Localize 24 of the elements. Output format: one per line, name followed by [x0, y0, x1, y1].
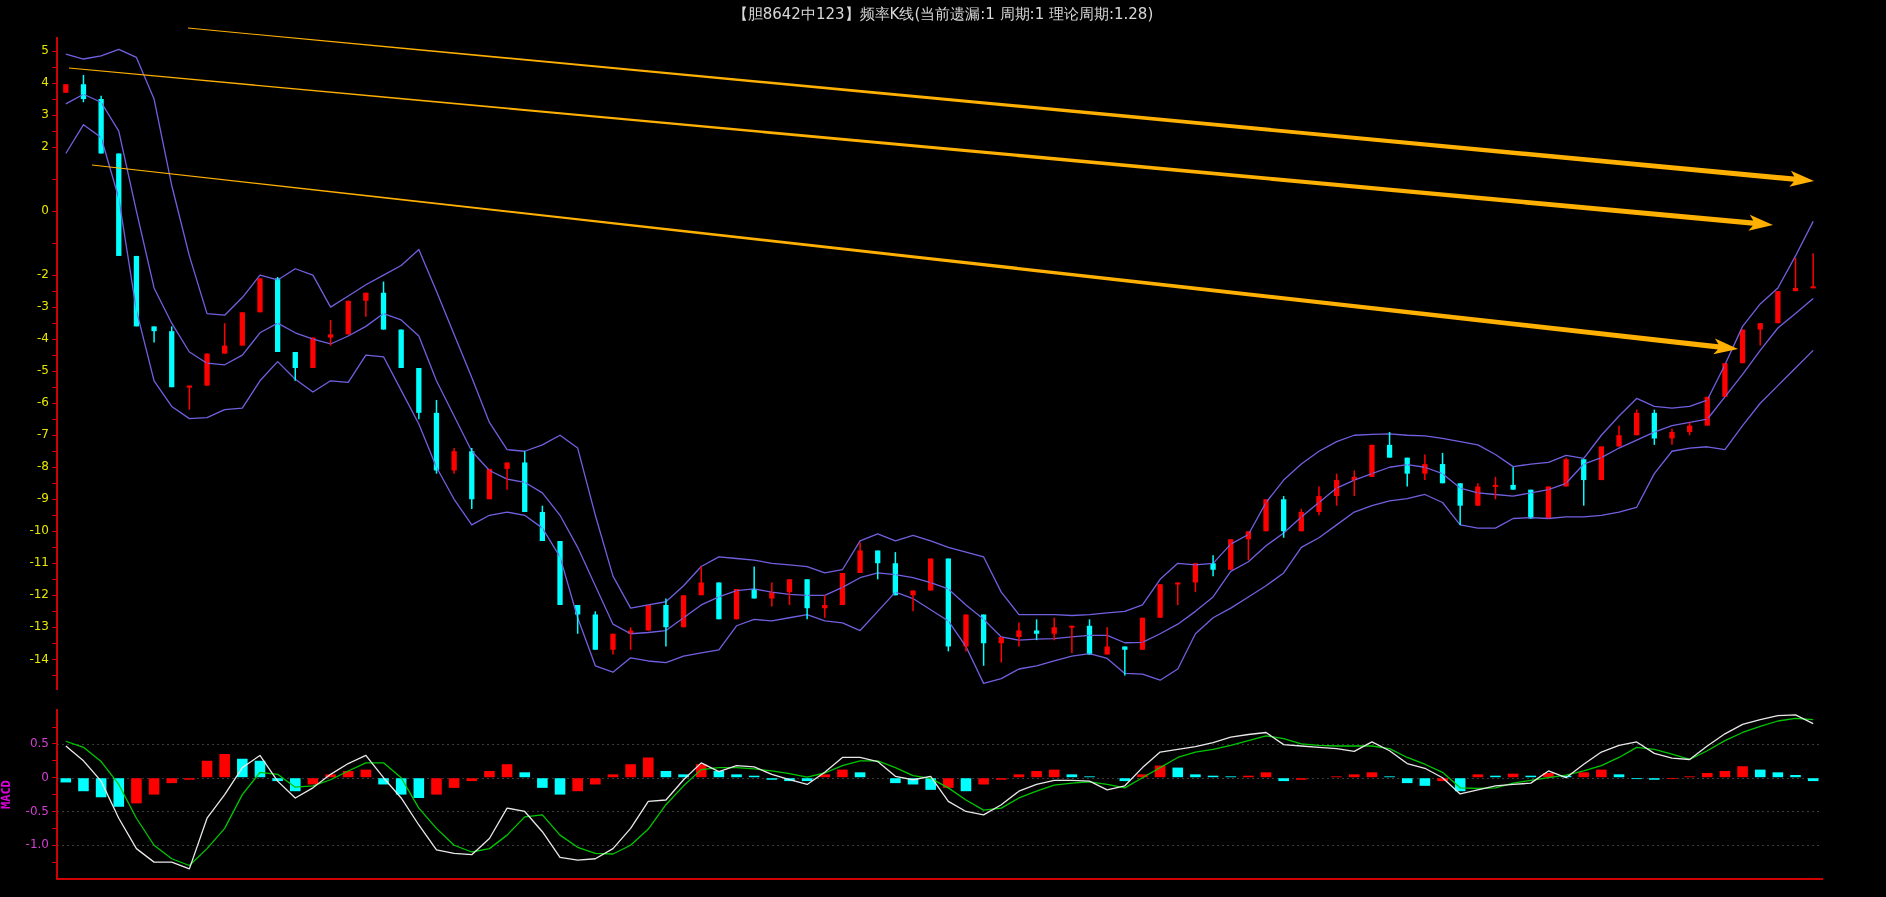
y-tick-label: 5 [41, 43, 49, 58]
y-axis-title: MACD [0, 780, 14, 810]
y-tick-label: -14 [29, 651, 49, 666]
y-tick-label: -2 [37, 267, 49, 282]
y-tick-label: -7 [37, 427, 49, 442]
y-tick-label: -5 [37, 363, 49, 378]
y-tick-label: 4 [41, 75, 49, 90]
chart-title: 【胆8642中123】频率K线(当前遗漏:1 周期:1 理论周期:1.28) [731, 4, 1155, 25]
y-tick-label: -8 [37, 459, 49, 474]
y-tick-label: -12 [29, 587, 49, 602]
y-tick-label: -6 [37, 395, 49, 410]
y-tick-label: 3 [41, 107, 49, 122]
y-tick-label: 0 [41, 769, 49, 784]
y-tick-label: -10 [29, 523, 49, 538]
y-tick-label: -0.5 [25, 803, 49, 818]
y-tick-label: -13 [29, 619, 49, 634]
y-tick-label: -9 [37, 491, 49, 506]
y-tick-label: -1.0 [25, 837, 49, 852]
y-tick-label: -3 [37, 299, 49, 314]
y-tick-label: 0 [41, 203, 49, 218]
y-tick-label: -4 [37, 331, 49, 346]
y-tick-label: -11 [29, 555, 49, 570]
y-tick-label: 0.5 [29, 736, 49, 751]
y-tick-label: 2 [41, 139, 49, 154]
